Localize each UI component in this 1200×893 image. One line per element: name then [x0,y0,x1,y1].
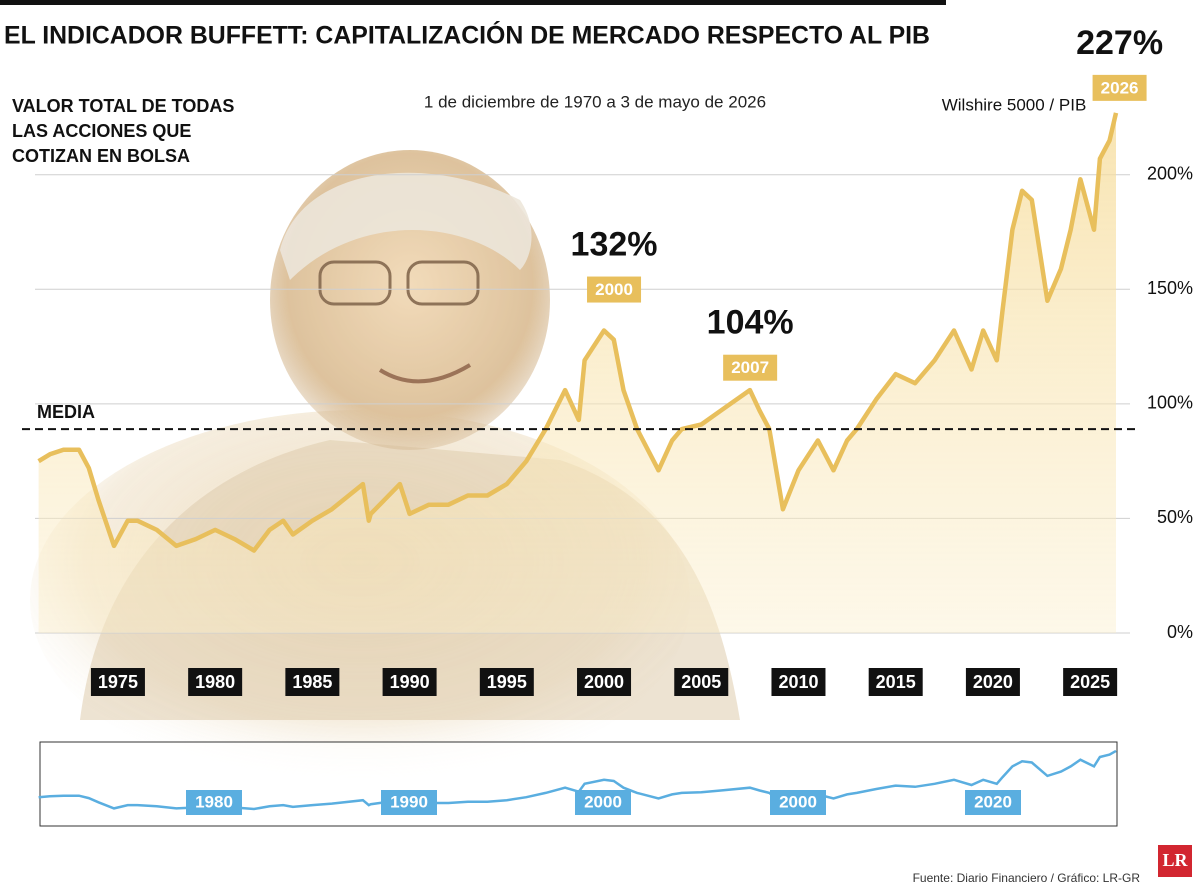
annotation-year: 2000 [595,280,633,299]
chart-title: EL INDICADOR BUFFETT: CAPITALIZACIÓN DE … [4,20,930,50]
navigator-label: 1990 [390,792,428,811]
annotation-box [723,354,778,381]
annotation-year: 2007 [731,358,769,377]
annotation-year: 2026 [1101,78,1139,97]
series-label: Wilshire 5000 / PIB [942,95,1087,114]
x-tick-box [90,668,145,696]
navigator-label-box [186,790,242,815]
navigator-label-box [575,790,631,815]
annotation-box [1092,74,1147,101]
x-tick-label: 2000 [584,672,624,692]
x-tick-box [771,668,826,696]
x-tick-label: 2015 [876,672,916,692]
annotation-value: 227% [1076,24,1163,62]
x-tick-box [868,668,923,696]
x-tick-box [965,668,1020,696]
x-tick-label: 2005 [681,672,721,692]
logo: LR [1162,850,1188,870]
annotation-box [587,276,642,303]
x-tick-label: 1980 [195,672,235,692]
x-tick-box [285,668,340,696]
y-tick-label: 0% [1167,622,1193,642]
x-tick-label: 2025 [1070,672,1110,692]
x-tick-box [674,668,729,696]
top-rule [0,0,946,5]
x-tick-label: 2020 [973,672,1013,692]
source: Fuente: Diario Financiero / Gráfico: LR-… [913,871,1141,885]
navigator-label: 2000 [779,792,817,811]
y-axis-label: COTIZAN EN BOLSA [12,146,190,166]
navigator-label: 2000 [584,792,622,811]
x-tick-label: 1990 [390,672,430,692]
annotation-value: 104% [707,304,794,342]
mean-label: MEDIA [37,402,95,422]
area [38,112,1117,633]
y-tick-label: 150% [1147,278,1193,298]
y-tick-label: 100% [1147,393,1193,413]
x-tick-label: 2010 [778,672,818,692]
x-tick-box [188,668,243,696]
annotation-value: 132% [571,226,658,264]
logo-box [1158,845,1192,877]
navigator-label: 1980 [195,792,233,811]
x-tick-box [577,668,632,696]
x-tick-box [1063,668,1118,696]
y-tick-label: 200% [1147,163,1193,183]
navigator-label-box [965,790,1021,815]
x-tick-label: 1995 [487,672,527,692]
line [37,112,1119,553]
y-tick-label: 50% [1157,507,1193,527]
y-axis-label: VALOR TOTAL DE TODAS [12,96,234,116]
x-tick-label: 1985 [292,672,332,692]
y-axis-label: LAS ACCIONES QUE [12,121,191,141]
x-tick-box [479,668,534,696]
subtitle: 1 de diciembre de 1970 a 3 de mayo de 20… [424,92,766,111]
navigator-label-box [381,790,437,815]
x-tick-box [382,668,437,696]
x-tick-label: 1975 [98,672,138,692]
navigator-label-box [770,790,826,815]
navigator-label: 2020 [974,792,1012,811]
